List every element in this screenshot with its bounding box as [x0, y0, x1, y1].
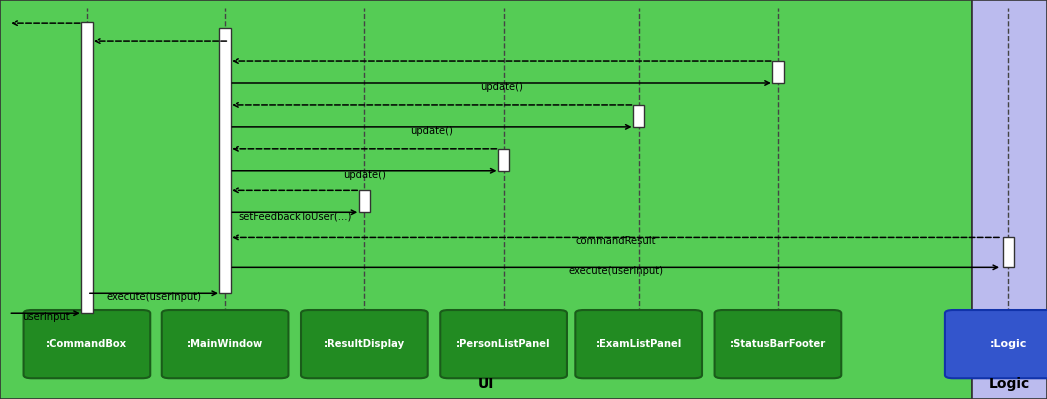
- Text: :MainWindow: :MainWindow: [187, 339, 263, 349]
- FancyBboxPatch shape: [576, 310, 701, 378]
- Text: :PersonListPanel: :PersonListPanel: [456, 339, 551, 349]
- Bar: [220, 28, 230, 293]
- Text: :ExamListPanel: :ExamListPanel: [596, 339, 682, 349]
- FancyBboxPatch shape: [302, 310, 427, 378]
- Text: UI: UI: [477, 377, 494, 391]
- FancyBboxPatch shape: [24, 310, 151, 378]
- FancyBboxPatch shape: [944, 310, 1047, 378]
- Text: commandResult: commandResult: [576, 236, 655, 246]
- Text: update(): update(): [410, 126, 453, 136]
- Bar: [632, 105, 645, 127]
- Bar: [773, 61, 783, 83]
- Bar: [358, 190, 371, 212]
- Text: :Logic: :Logic: [989, 339, 1027, 349]
- Bar: [972, 0, 1047, 399]
- Text: Logic: Logic: [988, 377, 1030, 391]
- Bar: [1003, 237, 1013, 267]
- Text: :CommandBox: :CommandBox: [46, 339, 128, 349]
- FancyBboxPatch shape: [714, 310, 842, 378]
- Text: execute(userInput): execute(userInput): [107, 292, 201, 302]
- Text: update(): update(): [481, 82, 522, 92]
- Text: :ResultDisplay: :ResultDisplay: [324, 339, 405, 349]
- FancyBboxPatch shape: [440, 310, 567, 378]
- Text: update(): update(): [343, 170, 385, 180]
- Text: userInput: userInput: [22, 312, 69, 322]
- Text: setFeedbackToUser(...): setFeedbackToUser(...): [238, 211, 352, 221]
- Text: :StatusBarFooter: :StatusBarFooter: [730, 339, 826, 349]
- Bar: [82, 22, 92, 313]
- FancyBboxPatch shape: [161, 310, 288, 378]
- Bar: [498, 149, 509, 171]
- Text: execute(userInput): execute(userInput): [569, 266, 663, 276]
